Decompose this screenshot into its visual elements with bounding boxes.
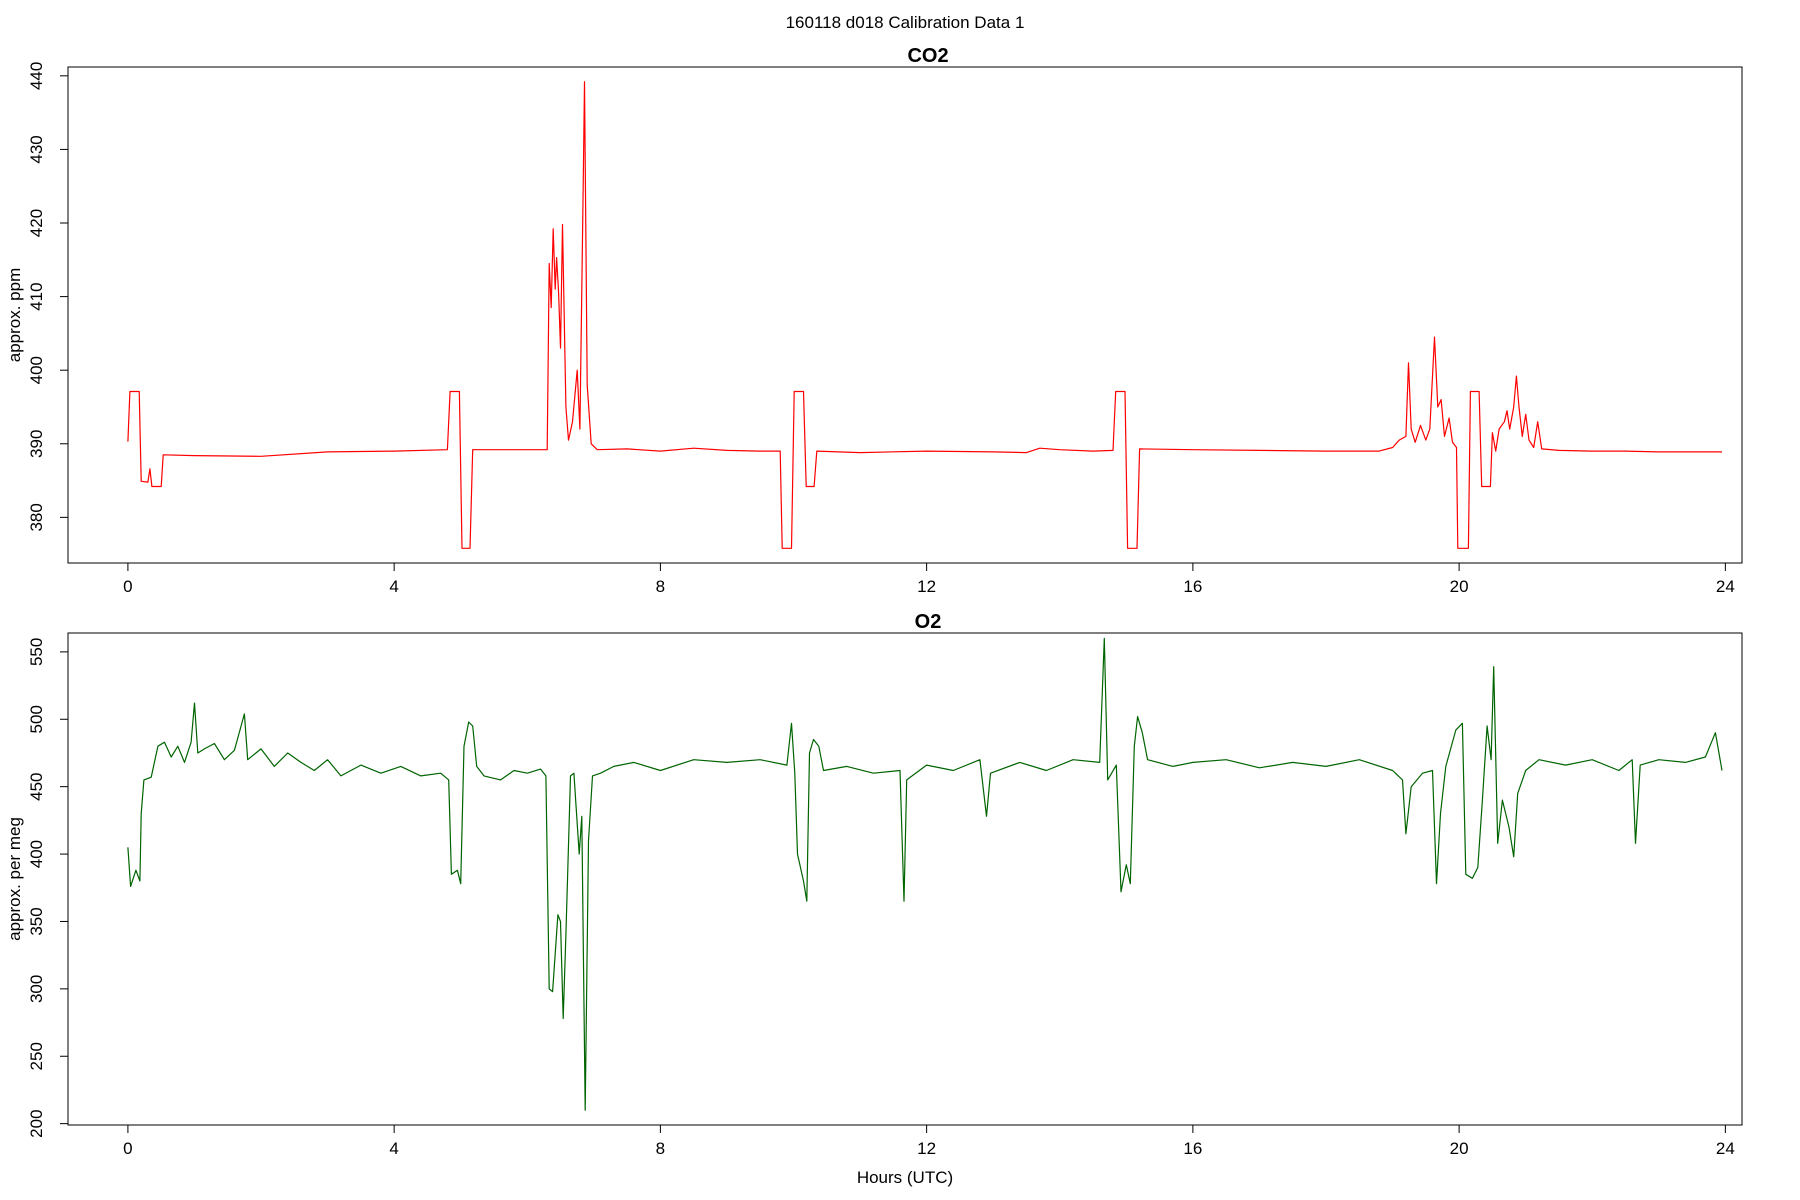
co2-series-layer — [127, 81, 1722, 549]
o2-y-tick-label: 500 — [27, 705, 46, 733]
o2-x-tick-label: 20 — [1450, 1139, 1469, 1158]
o2-y-tick-label: 400 — [27, 840, 46, 868]
o2-y-axis-label: approx. per meg — [5, 817, 24, 941]
o2-series-line — [127, 637, 1723, 1111]
co2-y-tick-label: 390 — [27, 430, 46, 458]
co2-y-tick-label: 380 — [27, 503, 46, 531]
o2-x-tick-label: 8 — [656, 1139, 665, 1158]
o2-series-layer — [127, 637, 1723, 1111]
co2-plot-frame — [67, 66, 1743, 564]
o2-y-tick-label: 450 — [27, 772, 46, 800]
co2-y-tick-label: 420 — [27, 209, 46, 237]
o2-x-tick-label: 0 — [123, 1139, 132, 1158]
figure-suptitle: 160118 d018 Calibration Data 1 — [786, 13, 1025, 32]
o2-y-tick-label: 300 — [27, 975, 46, 1003]
co2-y-axis-label: approx. ppm — [5, 268, 24, 363]
o2-panel-title: O2 — [915, 611, 942, 633]
o2-y-tick-label: 350 — [27, 907, 46, 935]
co2-x-tick-label: 20 — [1450, 577, 1469, 596]
o2-y-tick-label: 200 — [27, 1109, 46, 1137]
co2-x-axis: 0 4 8 12 16 20 24 — [123, 563, 1735, 596]
co2-panel-title: CO2 — [907, 45, 948, 67]
co2-y-tick-label: 410 — [27, 282, 46, 310]
co2-x-tick-label: 0 — [123, 577, 132, 596]
o2-x-axis-label: Hours (UTC) — [857, 1168, 953, 1187]
o2-x-tick-label: 24 — [1716, 1139, 1735, 1158]
co2-y-tick-label: 440 — [27, 62, 46, 90]
o2-y-axis: 200 250 300 350 400 450 500 550 — [27, 638, 68, 1138]
o2-panel: O2 0 4 8 12 16 20 24 200250300350400450500550 … — [5, 611, 1743, 1187]
co2-panel: CO2 0 4 8 12 16 20 24 380 390 400 410 420 430 440 ap… — [5, 45, 1743, 596]
o2-x-axis: 0 4 8 12 16 20 24 — [123, 1125, 1735, 1158]
o2-x-tick-label: 12 — [917, 1139, 936, 1158]
co2-x-tick-label: 12 — [917, 577, 936, 596]
co2-series-line — [127, 81, 1722, 549]
o2-y-tick-label: 250 — [27, 1042, 46, 1070]
o2-x-tick-label: 16 — [1183, 1139, 1202, 1158]
co2-x-tick-label: 8 — [656, 577, 665, 596]
o2-x-tick-label: 4 — [389, 1139, 398, 1158]
co2-y-axis: 380 390 400 410 420 430 440 — [27, 62, 68, 532]
co2-y-tick-label: 400 — [27, 356, 46, 384]
co2-x-tick-label: 4 — [389, 577, 398, 596]
co2-y-tick-label: 430 — [27, 135, 46, 163]
co2-x-tick-label: 16 — [1183, 577, 1202, 596]
o2-plot-frame — [67, 632, 1743, 1126]
co2-x-tick-label: 24 — [1716, 577, 1735, 596]
o2-y-tick-label: 550 — [27, 638, 46, 666]
